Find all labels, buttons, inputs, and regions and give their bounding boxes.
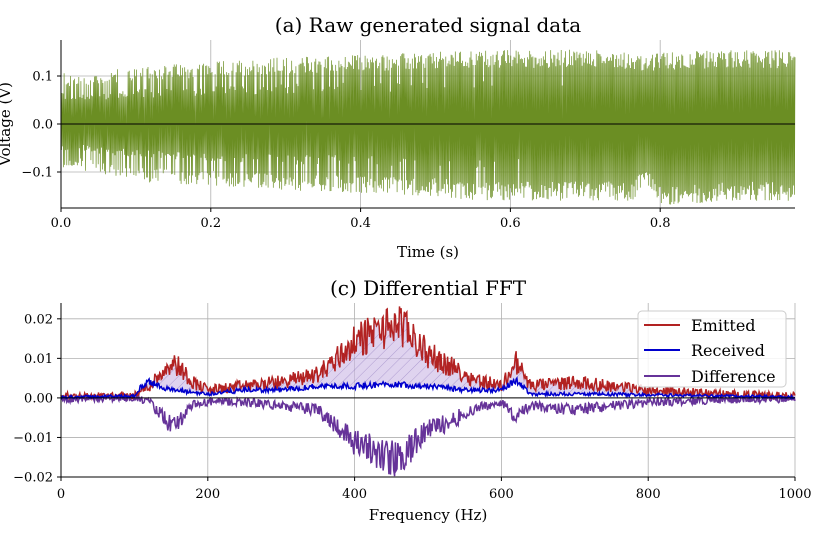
x-tick-label: 400 bbox=[342, 487, 367, 502]
y-tick-label: −0.01 bbox=[13, 431, 53, 446]
y-tick-label: 0.01 bbox=[24, 352, 53, 367]
legend-box bbox=[637, 310, 787, 388]
y-ticks-a: 0.1 0.0 −0.1 bbox=[21, 70, 61, 181]
x-tick-label: 0.8 bbox=[650, 216, 671, 231]
x-tick-label: 0.0 bbox=[51, 216, 72, 231]
legend-label-received: Received bbox=[691, 341, 765, 360]
y-tick-label: −0.02 bbox=[13, 471, 53, 486]
legend-label-emitted: Emitted bbox=[691, 316, 756, 335]
x-tick-label: 0.6 bbox=[500, 216, 521, 231]
chart-differential-fft: (c) Differential FFT 0 200 400 600 800 1000 0… bbox=[13, 276, 811, 524]
chart-title-c: (c) Differential FFT bbox=[330, 276, 527, 300]
x-tick-label: 0.4 bbox=[350, 216, 371, 231]
x-ticks-c: 0 200 400 600 800 1000 bbox=[57, 477, 812, 502]
plot-area-c bbox=[60, 306, 796, 477]
y-ticks-c: 0.02 0.01 0.00 −0.01 −0.02 bbox=[13, 312, 61, 486]
x-ticks-a: 0.0 0.2 0.4 0.6 0.8 bbox=[51, 208, 671, 231]
chart-raw-signal: (a) Raw generated signal data 0.0 0.2 0.4 0… bbox=[0, 13, 796, 261]
x-tick-label: 800 bbox=[636, 487, 661, 502]
x-tick-label: 0.2 bbox=[200, 216, 221, 231]
x-tick-label: 200 bbox=[195, 487, 220, 502]
x-axis-label-a: Time (s) bbox=[397, 243, 459, 261]
y-tick-label: 0.02 bbox=[24, 312, 53, 327]
series-difference bbox=[60, 392, 796, 477]
x-tick-label: 0 bbox=[57, 487, 65, 502]
y-tick-label: −0.1 bbox=[21, 166, 53, 181]
series-emitted bbox=[60, 306, 796, 403]
series-signal bbox=[60, 49, 796, 205]
x-tick-label: 1000 bbox=[778, 487, 811, 502]
fill-between-emitted-received bbox=[61, 306, 795, 400]
legend-label-difference: Difference bbox=[691, 367, 776, 386]
y-tick-label: 0.1 bbox=[32, 70, 53, 85]
x-tick-label: 600 bbox=[489, 487, 514, 502]
y-tick-label: 0.0 bbox=[32, 118, 53, 133]
series-received bbox=[60, 376, 796, 401]
y-tick-label: 0.00 bbox=[24, 391, 53, 406]
y-axis-label-a: Voltage (V) bbox=[0, 82, 14, 167]
x-axis-label-c: Frequency (Hz) bbox=[369, 506, 488, 524]
plot-area-a bbox=[60, 49, 796, 205]
chart-title-a: (a) Raw generated signal data bbox=[275, 13, 581, 37]
legend: Emitted Received Difference bbox=[637, 310, 787, 388]
